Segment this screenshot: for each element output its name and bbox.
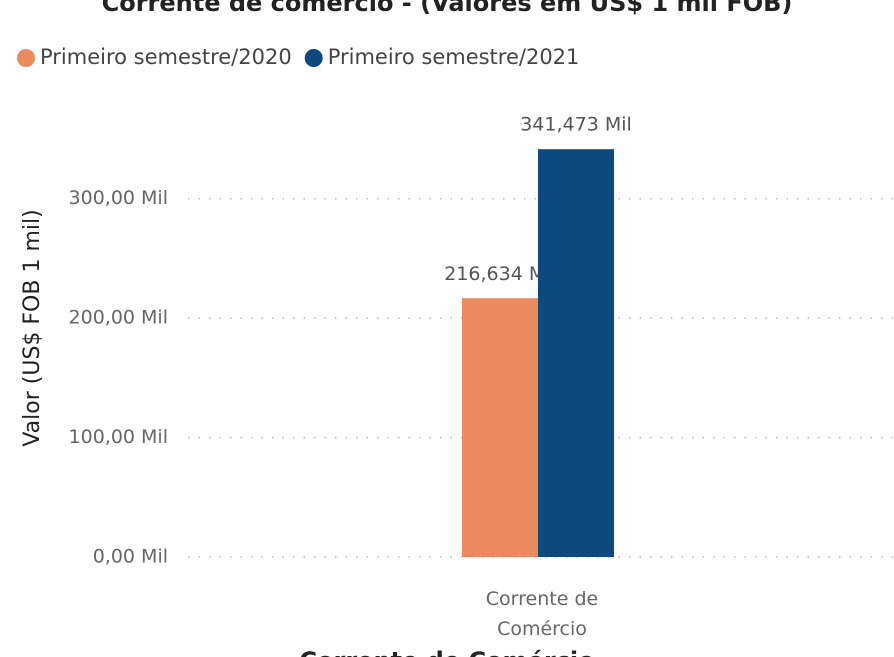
y-axis-title: Valor (US$ FOB 1 mil) [20, 209, 45, 446]
data-label: 216,634 Mil [444, 263, 556, 285]
legend-swatch [304, 49, 323, 67]
chart-title: Corrente de comércio - (Valores em US$ 1… [102, 0, 793, 17]
y-tick-label: 0,00 Mil [93, 546, 168, 568]
legend-label: Primeiro semestre/2020 [40, 45, 292, 69]
legend-swatch [17, 49, 35, 67]
x-tick-label: Corrente de Comércio [485, 588, 599, 640]
bar [462, 298, 538, 557]
data-label: 341,473 Mil [520, 114, 632, 136]
x-axis-title: Corrente de Comércio [299, 647, 594, 657]
y-tick-label: 300,00 Mil [69, 187, 168, 209]
y-tick-label: 100,00 Mil [69, 426, 168, 448]
y-tick-label: 200,00 Mil [69, 307, 168, 329]
bar [538, 149, 614, 558]
legend-label: Primeiro semestre/2021 [328, 45, 580, 69]
